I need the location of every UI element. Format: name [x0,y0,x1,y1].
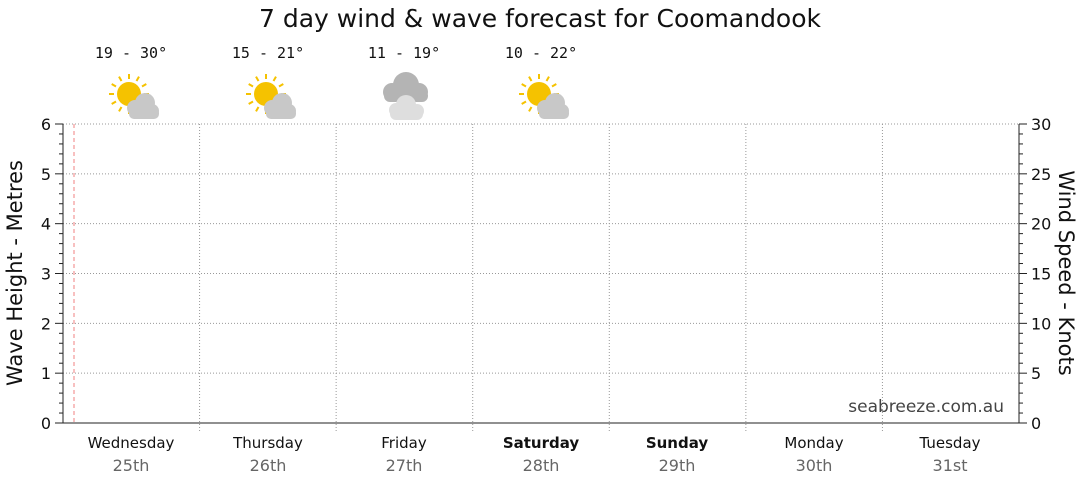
day-label: Tuesday 31st [882,434,1018,475]
day-name: Wednesday [87,434,175,452]
day-label: Saturday 28th [473,434,609,475]
right-axis-tick-label: 20 [1031,215,1051,234]
right-axis-tick-label: 0 [1031,414,1041,433]
right-axis-tick-label: 30 [1031,115,1051,134]
partly-cloudy-icon [473,68,609,124]
day-date: 27th [385,456,423,475]
day-label: Monday 30th [746,434,882,475]
day-name: Monday [784,434,844,452]
day-name: Friday [381,434,427,452]
left-axis-tick-label: 2 [41,314,51,333]
day-name: Saturday [502,434,580,452]
day-label: Thursday 26th [200,434,336,475]
day-date: 26th [249,456,287,475]
day-temperature-range: 10 - 22° [504,44,578,62]
left-axis-tick-label: 4 [41,215,51,234]
watermark: seabreeze.com.au [848,397,1004,417]
day-date: 28th [522,456,560,475]
partly-cloudy-icon [63,68,199,124]
day-label: Wednesday 25th [63,434,199,475]
right-axis-label: Wind Speed - Knots [1054,170,1078,376]
day-date: 25th [112,456,150,475]
day-date: 31st [932,456,968,475]
day-temperature-range: 15 - 21° [231,44,305,62]
day-temperature-range: 11 - 19° [367,44,441,62]
left-axis-tick-label: 3 [41,265,51,284]
day-date: 30th [795,456,833,475]
right-axis-tick-label: 10 [1031,314,1051,333]
left-axis-label: Wave Height - Metres [3,160,27,386]
cloudy-icon [336,68,472,124]
day-date: 29th [658,456,696,475]
day-name: Tuesday [919,434,981,452]
day-label: Sunday 29th [609,434,745,475]
left-axis-tick-label: 0 [41,414,51,433]
day-label: Friday 27th [336,434,472,475]
chart-title: 7 day wind & wave forecast for Coomandoo… [258,4,822,33]
left-axis-tick-label: 6 [41,115,51,134]
right-axis-tick-label: 15 [1031,265,1051,284]
right-axis-tick-label: 25 [1031,165,1051,184]
day-name: Sunday [645,434,709,452]
left-axis-tick-label: 1 [41,364,51,383]
partly-cloudy-icon [200,68,336,124]
day-temperature-range: 19 - 30° [94,44,168,62]
right-axis-tick-label: 5 [1031,364,1041,383]
left-axis-tick-label: 5 [41,165,51,184]
day-name: Thursday [233,434,303,452]
